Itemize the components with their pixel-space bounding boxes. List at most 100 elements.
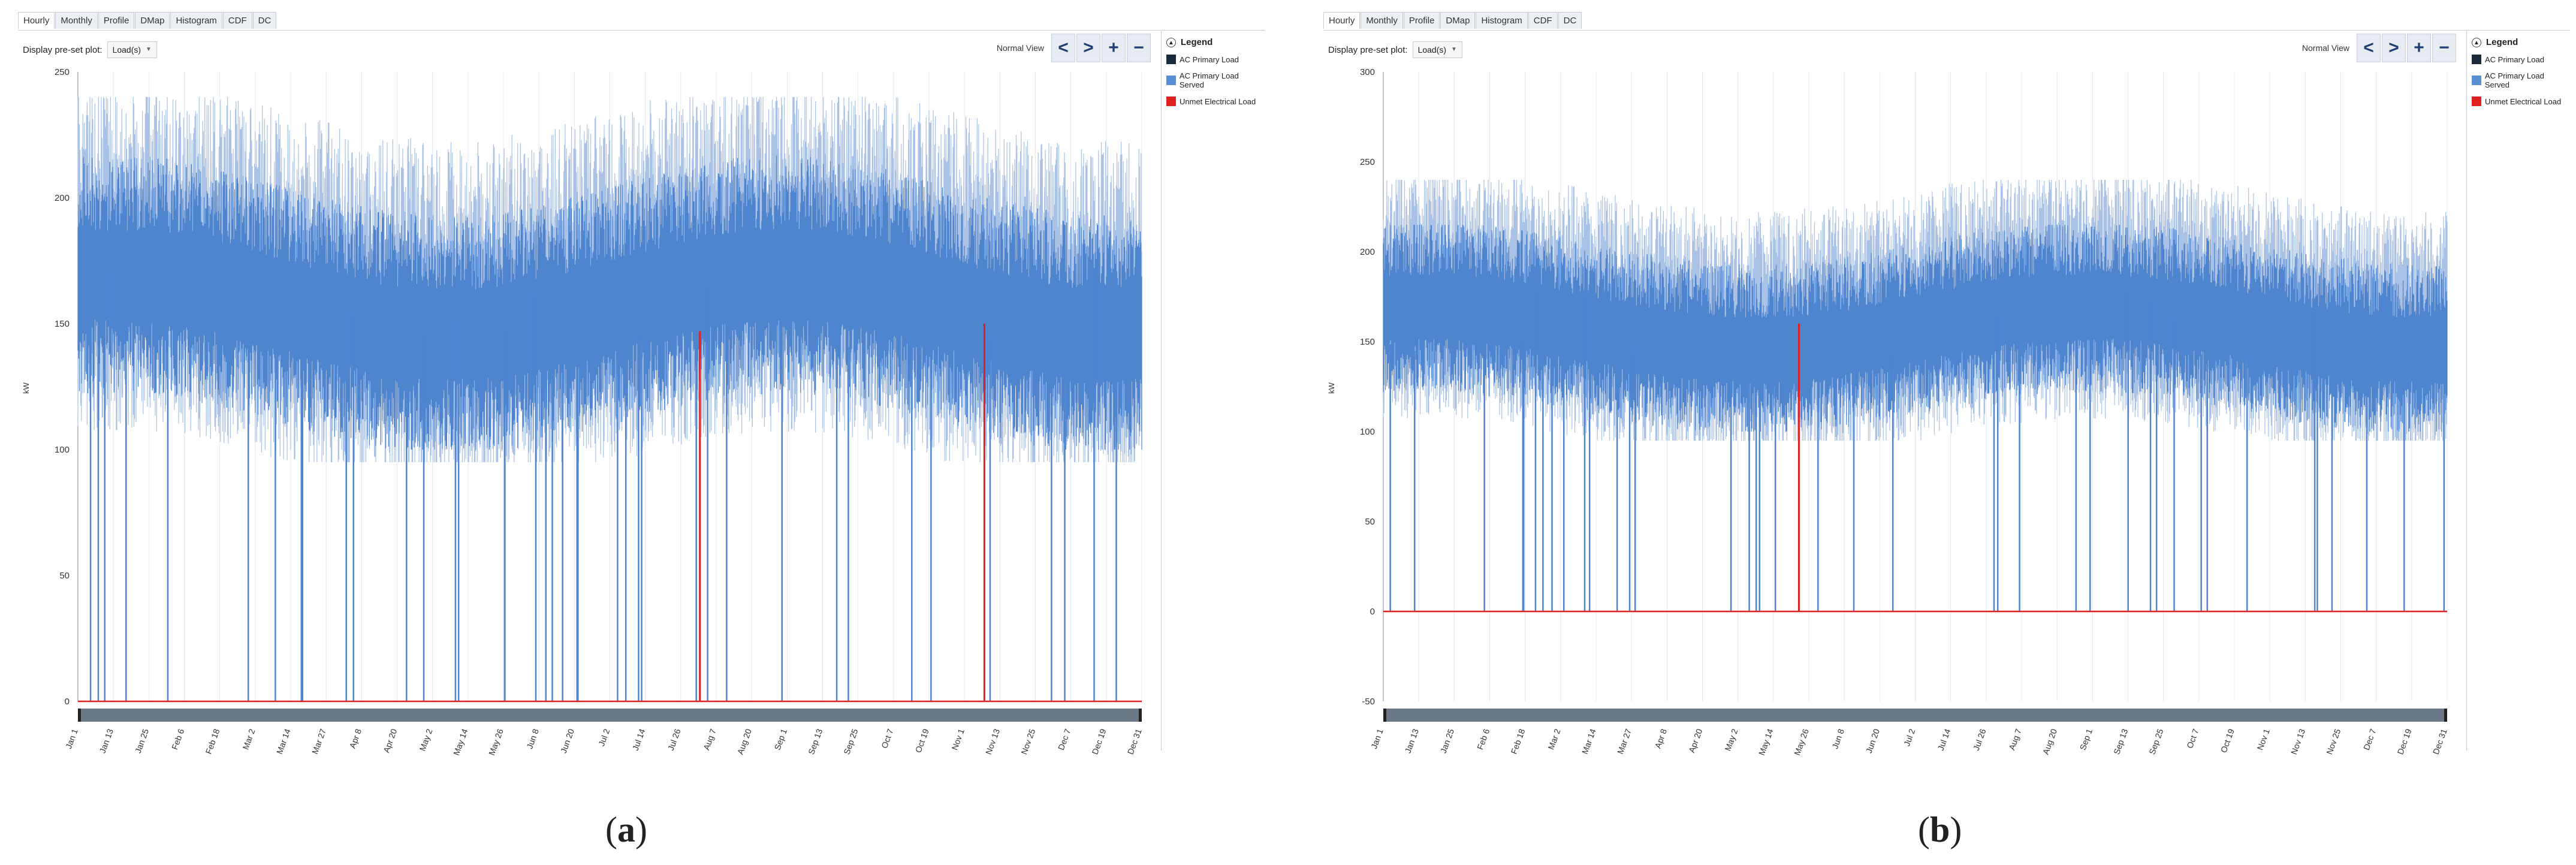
y-tick-label: 200 xyxy=(55,193,70,203)
y-tick-label: -50 xyxy=(1362,697,1375,707)
y-tick-label: 100 xyxy=(1360,427,1375,437)
x-tick-label: Sep 1 xyxy=(773,727,789,751)
preset-select[interactable]: Load(s) ▼ xyxy=(107,41,157,58)
x-tick-label: Aug 7 xyxy=(2007,727,2023,751)
tab-cdf[interactable]: CDF xyxy=(222,12,252,29)
x-tick-label: Jan 1 xyxy=(1369,727,1385,750)
zoom-out-button[interactable]: − xyxy=(1127,34,1151,62)
x-tick-label: Feb 18 xyxy=(1509,727,1527,755)
tab-bar: Hourly Monthly Profile DMap Histogram CD… xyxy=(1323,12,2570,31)
x-tick-label: Nov 1 xyxy=(949,727,966,751)
tab-monthly[interactable]: Monthly xyxy=(1361,12,1403,29)
tab-hourly[interactable]: Hourly xyxy=(1323,12,1361,29)
legend-item-ac-primary-load-served[interactable]: AC Primary Load Served xyxy=(2472,71,2570,89)
tab-profile[interactable]: Profile xyxy=(98,12,135,29)
x-tick-label: Feb 18 xyxy=(204,727,222,755)
tab-monthly[interactable]: Monthly xyxy=(55,12,98,29)
x-tick-label: Nov 1 xyxy=(2255,727,2272,751)
x-tick-label: Jul 14 xyxy=(631,727,647,752)
legend-label: AC Primary Load Served xyxy=(1179,71,1239,89)
x-tick-label: Jun 8 xyxy=(524,727,541,750)
preset-label: Display pre-set plot: xyxy=(1328,44,1408,55)
y-tick-label: 0 xyxy=(65,697,70,707)
x-tick-label: Dec 31 xyxy=(2431,727,2449,755)
chevron-down-icon: ▼ xyxy=(146,46,152,53)
x-tick-label: Dec 19 xyxy=(2395,727,2413,755)
scroll-left-button[interactable]: < xyxy=(2357,34,2381,62)
x-tick-label: Apr 8 xyxy=(348,727,364,749)
legend-item-ac-primary-load[interactable]: AC Primary Load xyxy=(1166,55,1265,64)
caption-letter: a xyxy=(617,810,635,849)
view-navigation: Normal View < > + − xyxy=(2301,34,2456,62)
legend-label: Unmet Electrical Load xyxy=(2485,97,2562,106)
tab-histogram[interactable]: Histogram xyxy=(170,12,222,29)
zoom-in-button[interactable]: + xyxy=(1102,34,1126,62)
x-tick-label: May 2 xyxy=(1723,727,1739,752)
view-navigation: Normal View < > + − xyxy=(996,34,1151,62)
tab-dmap[interactable]: DMap xyxy=(1440,12,1476,29)
x-tick-label: Jul 2 xyxy=(1902,727,1917,747)
x-tick-label: Jan 25 xyxy=(1438,727,1456,754)
normal-view-label[interactable]: Normal View xyxy=(996,43,1044,53)
panel-b: Hourly Monthly Profile DMap Histogram CD… xyxy=(1323,0,2570,779)
scroll-left-button[interactable]: < xyxy=(1051,34,1075,62)
scroll-handle-right xyxy=(2444,709,2447,722)
tab-dc[interactable]: DC xyxy=(252,12,277,29)
preset-label: Display pre-set plot: xyxy=(23,44,102,55)
legend-swatch xyxy=(1166,55,1176,64)
collapse-icon[interactable]: ▲ xyxy=(2472,37,2481,47)
x-tick-label: Apr 8 xyxy=(1653,727,1669,749)
legend-item-ac-primary-load-served[interactable]: AC Primary Load Served xyxy=(1166,71,1265,89)
scroll-right-button[interactable]: > xyxy=(1076,34,1100,62)
x-tick-label: Jan 1 xyxy=(64,727,80,750)
x-tick-label: Mar 14 xyxy=(1580,727,1598,755)
x-tick-label: May 26 xyxy=(1792,727,1811,757)
x-tick-label: Feb 6 xyxy=(1475,727,1491,751)
legend-item-unmet-electrical-load[interactable]: Unmet Electrical Load xyxy=(2472,97,2570,106)
legend-item-unmet-electrical-load[interactable]: Unmet Electrical Load xyxy=(1166,97,1265,106)
scroll-right-button[interactable]: > xyxy=(2382,34,2406,62)
preset-select[interactable]: Load(s) ▼ xyxy=(1412,41,1462,58)
scroll-handle-right xyxy=(1139,709,1142,722)
tab-dc[interactable]: DC xyxy=(1558,12,1582,29)
tab-profile[interactable]: Profile xyxy=(1403,12,1440,29)
x-tick-label: Nov 13 xyxy=(2289,727,2307,755)
x-tick-label: Jun 20 xyxy=(1864,727,1881,754)
legend-label: Unmet Electrical Load xyxy=(1180,97,1256,106)
x-tick-label: Nov 13 xyxy=(984,727,1002,755)
zoom-out-button[interactable]: − xyxy=(2432,34,2456,62)
legend-swatch xyxy=(2472,97,2481,106)
x-tick-label: Sep 1 xyxy=(2078,727,2095,751)
zoom-in-button[interactable]: + xyxy=(2407,34,2431,62)
x-tick-label: Oct 7 xyxy=(2185,727,2201,749)
x-tick-label: Nov 25 xyxy=(2324,727,2342,755)
panel-a: Hourly Monthly Profile DMap Histogram CD… xyxy=(18,0,1265,779)
legend-item-ac-primary-load[interactable]: AC Primary Load xyxy=(2472,55,2570,64)
x-tick-label: Sep 13 xyxy=(2112,727,2129,755)
x-tick-label: Aug 7 xyxy=(701,727,718,751)
tab-bar: Hourly Monthly Profile DMap Histogram CD… xyxy=(18,12,1265,31)
x-tick-label: Dec 31 xyxy=(1126,727,1144,755)
legend-label: AC Primary Load xyxy=(1180,55,1239,64)
tab-histogram[interactable]: Histogram xyxy=(1476,12,1528,29)
legend-header[interactable]: ▲ Legend xyxy=(1166,37,1265,47)
y-tick-label: 300 xyxy=(1360,67,1375,77)
tab-cdf[interactable]: CDF xyxy=(1528,12,1558,29)
x-tick-label: Oct 19 xyxy=(2219,727,2236,754)
x-tick-label: Oct 7 xyxy=(879,727,895,749)
x-tick-label: Jul 14 xyxy=(1936,727,1953,752)
legend-header[interactable]: ▲ Legend xyxy=(2472,37,2570,47)
hourly-load-chart: -50 0 50 100 150 200 250 300 Jan 1 Jan 13 Jan 25 Fe… xyxy=(1360,67,2449,757)
chevron-down-icon: ▼ xyxy=(1451,46,1457,53)
tab-dmap[interactable]: DMap xyxy=(135,12,170,29)
normal-view-label[interactable]: Normal View xyxy=(2301,43,2349,53)
x-tick-label: Aug 20 xyxy=(735,727,753,755)
x-tick-label: Nov 25 xyxy=(1019,727,1037,755)
collapse-icon[interactable]: ▲ xyxy=(1166,37,1176,47)
y-tick-label: 250 xyxy=(1360,157,1375,167)
tab-hourly[interactable]: Hourly xyxy=(18,12,55,29)
x-tick-label: Jan 13 xyxy=(98,727,115,754)
y-tick-label: 250 xyxy=(55,67,70,77)
legend-title: Legend xyxy=(1181,37,1213,47)
x-tick-label: Dec 7 xyxy=(1056,727,1073,751)
